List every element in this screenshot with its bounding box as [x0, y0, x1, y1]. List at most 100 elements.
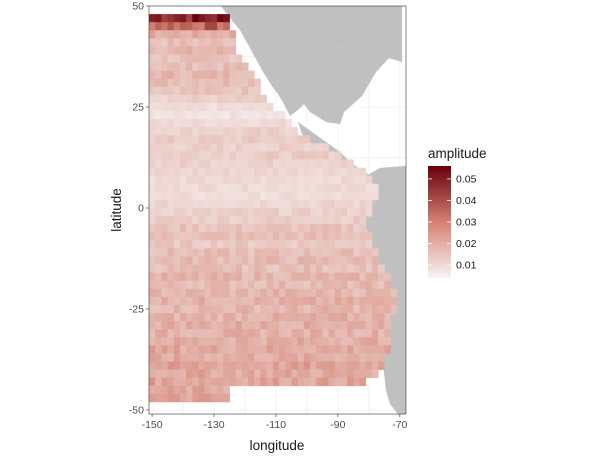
- heatmap-cell: [267, 119, 274, 127]
- heatmap-cell: [347, 305, 354, 313]
- heatmap-cell: [260, 289, 267, 297]
- heatmap-cell: [168, 305, 175, 313]
- heatmap-cell: [192, 265, 199, 273]
- heatmap-cell: [223, 394, 230, 402]
- heatmap-cell: [285, 216, 292, 224]
- y-tick-label: -50: [129, 404, 144, 416]
- heatmap-cell: [155, 337, 162, 345]
- heatmap-cell: [155, 353, 162, 361]
- heatmap-cell: [223, 289, 230, 297]
- heatmap-cell: [279, 329, 286, 337]
- heatmap-cell: [273, 256, 280, 264]
- heatmap-cell: [260, 353, 267, 361]
- heatmap-cell: [267, 345, 274, 353]
- heatmap-cell: [230, 361, 237, 369]
- heatmap-cell: [180, 265, 187, 273]
- heatmap-cell: [360, 370, 367, 378]
- heatmap-cell: [353, 256, 360, 264]
- heatmap-cell: [310, 289, 317, 297]
- heatmap-cell: [168, 361, 175, 369]
- heatmap-cell: [378, 313, 385, 321]
- heatmap-cell: [273, 224, 280, 232]
- heatmap-cell: [260, 176, 267, 184]
- heatmap-cell: [192, 281, 199, 289]
- heatmap-cell: [341, 281, 348, 289]
- heatmap-cell: [155, 232, 162, 240]
- heatmap-cell: [285, 200, 292, 208]
- heatmap-cell: [254, 378, 261, 386]
- heatmap-cell: [254, 361, 261, 369]
- heatmap-cell: [155, 22, 162, 30]
- heatmap-cell: [254, 143, 261, 151]
- heatmap-cell: [329, 256, 336, 264]
- heatmap-cell: [335, 378, 342, 386]
- heatmap-cell: [155, 305, 162, 313]
- heatmap-cell: [223, 63, 230, 71]
- heatmap-cell: [174, 111, 181, 119]
- heatmap-cell: [230, 95, 237, 103]
- heatmap-cell: [186, 321, 193, 329]
- heatmap-cell: [180, 329, 187, 337]
- heatmap-cell: [248, 160, 255, 168]
- heatmap-cell: [205, 176, 212, 184]
- heatmap-cell: [254, 87, 261, 95]
- heatmap-cell: [192, 87, 199, 95]
- heatmap-cell: [304, 378, 311, 386]
- heatmap-cell: [298, 329, 305, 337]
- heatmap-cell: [180, 273, 187, 281]
- heatmap-cell: [211, 232, 218, 240]
- heatmap-cell: [310, 313, 317, 321]
- heatmap-cell: [236, 176, 243, 184]
- heatmap-cell: [372, 337, 379, 345]
- heatmap-cell: [230, 248, 237, 256]
- heatmap-cell: [372, 192, 379, 200]
- heatmap-cell: [211, 208, 218, 216]
- heatmap-cell: [353, 176, 360, 184]
- heatmap-cell: [335, 321, 342, 329]
- heatmap-cell: [199, 370, 206, 378]
- heatmap-cell: [316, 337, 323, 345]
- heatmap-cell: [217, 103, 224, 111]
- heatmap-cell: [310, 192, 317, 200]
- heatmap-cell: [211, 248, 218, 256]
- heatmap-cell: [211, 151, 218, 159]
- heatmap-cell: [186, 63, 193, 71]
- heatmap-cell: [260, 378, 267, 386]
- heatmap-cell: [168, 386, 175, 394]
- heatmap-cell: [242, 273, 249, 281]
- heatmap-cell: [205, 192, 212, 200]
- heatmap-cell: [199, 321, 206, 329]
- heatmap-cell: [217, 378, 224, 386]
- heatmap-cell: [267, 143, 274, 151]
- heatmap-cell: [341, 361, 348, 369]
- heatmap-cell: [211, 337, 218, 345]
- heatmap-cell: [273, 208, 280, 216]
- heatmap-cell: [199, 378, 206, 386]
- heatmap-cell: [384, 273, 391, 281]
- heatmap-cell: [267, 168, 274, 176]
- heatmap-cell: [192, 38, 199, 46]
- heatmap-cell: [316, 232, 323, 240]
- heatmap-cell: [230, 256, 237, 264]
- heatmap-cell: [273, 337, 280, 345]
- heatmap-cell: [199, 273, 206, 281]
- heatmap-cell: [248, 192, 255, 200]
- heatmap-cell: [285, 160, 292, 168]
- heatmap-cell: [267, 224, 274, 232]
- heatmap-cell: [298, 184, 305, 192]
- heatmap-cell: [230, 208, 237, 216]
- heatmap-cell: [291, 232, 298, 240]
- heatmap-cell: [298, 160, 305, 168]
- heatmap-cell: [291, 143, 298, 151]
- heatmap-cell: [360, 168, 367, 176]
- heatmap-cell: [236, 353, 243, 361]
- heatmap-cell: [174, 370, 181, 378]
- heatmap-cell: [217, 265, 224, 273]
- heatmap-cell: [291, 200, 298, 208]
- heatmap-cell: [273, 273, 280, 281]
- heatmap-cell: [304, 248, 311, 256]
- heatmap-cell: [267, 256, 274, 264]
- heatmap-cell: [353, 232, 360, 240]
- heatmap-cell: [291, 353, 298, 361]
- heatmap-cell: [279, 273, 286, 281]
